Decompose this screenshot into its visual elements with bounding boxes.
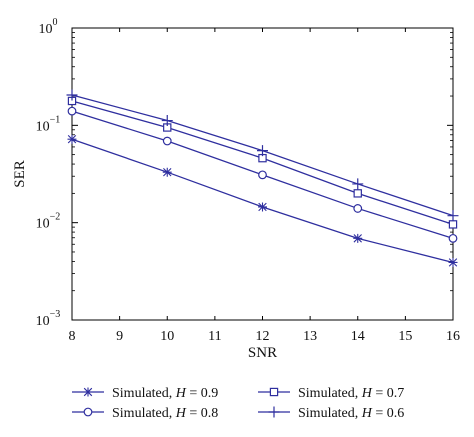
y-tick-exponent: −2 (50, 212, 61, 223)
legend-entry-0: Simulated, H = 0.9 (112, 386, 218, 401)
y-axis-title: SER (12, 160, 28, 188)
x-tick-label: 14 (351, 329, 365, 344)
data-point (353, 189, 362, 198)
data-point (447, 210, 459, 222)
legend-suffix: = 0.7 (372, 386, 404, 401)
y-tick-base: 10 (39, 22, 53, 37)
y-tick-exponent: −1 (50, 114, 61, 125)
legend-marker (269, 387, 279, 397)
legend-marker (268, 406, 280, 418)
data-point (353, 204, 363, 213)
y-tick-label: 10−2 (36, 212, 61, 232)
y-tick-base: 10 (36, 314, 50, 329)
legend-suffix: = 0.9 (186, 386, 218, 401)
legend-prefix: Simulated, (298, 386, 362, 401)
x-tick-label: 11 (208, 329, 221, 344)
data-point (161, 115, 173, 127)
y-tick-exponent: 0 (53, 17, 58, 28)
legend-suffix: = 0.8 (186, 406, 218, 421)
legend-prefix: Simulated, (298, 406, 362, 421)
y-tick-base: 10 (36, 217, 50, 232)
x-tick-label: 10 (160, 329, 174, 344)
x-tick-label: 16 (446, 329, 460, 344)
data-point (448, 233, 458, 243)
data-point (258, 170, 267, 180)
legend-entry-3: Simulated, H = 0.6 (298, 406, 404, 421)
x-tick-label: 15 (398, 329, 412, 344)
data-point (162, 167, 172, 177)
legend-marker (83, 407, 93, 417)
x-tick-label: 12 (256, 329, 270, 344)
x-axis-title: SNR (248, 345, 277, 361)
legend-variable: H (175, 386, 187, 401)
x-tick-label: 13 (303, 329, 317, 344)
legend-variable: H (361, 386, 373, 401)
x-tick-label: 8 (69, 329, 76, 344)
legend-entry-2: Simulated, H = 0.7 (298, 386, 404, 401)
data-point (353, 233, 363, 243)
x-tick-label: 9 (116, 329, 123, 344)
data-point (66, 89, 78, 101)
legend-suffix: = 0.6 (372, 406, 404, 421)
y-tick-exponent: −3 (50, 309, 61, 320)
data-point (448, 257, 458, 267)
legend-entry-1: Simulated, H = 0.8 (112, 406, 218, 421)
legend-prefix: Simulated, (112, 406, 176, 421)
data-point (257, 145, 268, 157)
legend-marker (83, 387, 93, 397)
y-tick-base: 10 (36, 119, 50, 134)
legend-variable: H (361, 406, 373, 421)
data-point (67, 106, 77, 116)
y-tick-label: 100 (39, 17, 58, 37)
data-point (352, 178, 364, 190)
legend-prefix: Simulated, (112, 386, 176, 401)
legend-variable: H (175, 406, 187, 421)
data-point (162, 136, 172, 146)
data-point (67, 134, 77, 144)
y-tick-label: 10−3 (36, 309, 61, 329)
data-point (258, 202, 267, 212)
data-point (448, 220, 458, 229)
y-tick-label: 10−1 (36, 114, 61, 134)
